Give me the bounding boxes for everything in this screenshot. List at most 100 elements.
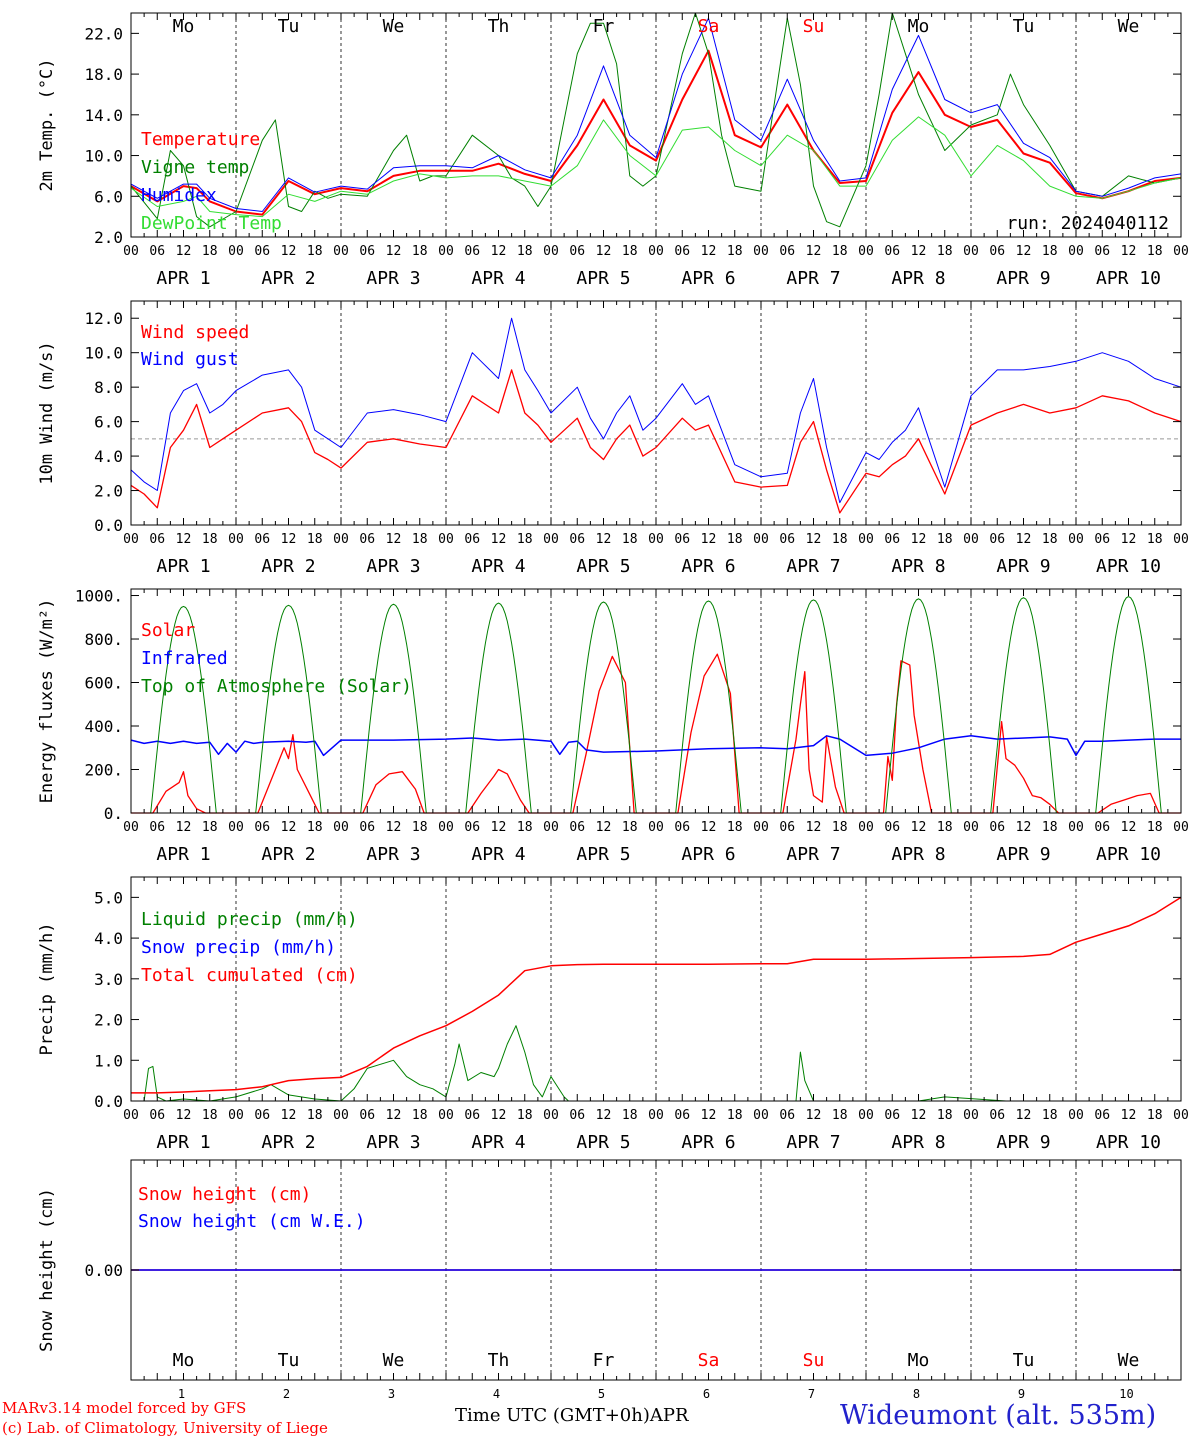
date-label: APR 2: [261, 268, 315, 289]
hour-tick-label: 00: [858, 532, 874, 547]
date-label: APR 4: [471, 556, 525, 577]
hour-tick-label: 12: [1121, 820, 1137, 835]
hour-tick-label: 00: [753, 1108, 769, 1123]
weekday-label: Th: [488, 1350, 510, 1371]
date-label: APR 5: [576, 1132, 630, 1153]
hour-tick-label: 12: [176, 820, 192, 835]
y-tick-label: 2.0: [94, 482, 123, 501]
y-tick-label: 22.0: [84, 24, 123, 43]
run-annotation: run: 2024040112: [1006, 213, 1169, 234]
y-tick-label: 0.00: [84, 1261, 123, 1280]
hour-tick-label: 12: [1016, 1108, 1032, 1123]
series-line: [131, 1025, 1181, 1102]
hour-tick-label: 18: [412, 532, 428, 547]
hour-tick-label: 12: [281, 532, 297, 547]
hour-tick-label: 12: [701, 1108, 717, 1123]
weekday-label: We: [383, 16, 405, 37]
legend-entry: DewPoint Temp: [141, 213, 282, 234]
hour-tick-label: 06: [359, 532, 375, 547]
hour-tick-label: 12: [911, 244, 927, 259]
hour-tick-label: 18: [202, 1108, 218, 1123]
hour-tick-label: 00: [333, 244, 349, 259]
hour-tick-label: 18: [202, 820, 218, 835]
date-label: APR 7: [786, 268, 840, 289]
hour-tick-label: 06: [989, 1108, 1005, 1123]
y-axis-label: Precip (mm/h): [37, 922, 57, 1055]
y-tick-label: 4.0: [94, 929, 123, 948]
date-label: APR 10: [1096, 268, 1161, 289]
series-line: [130, 116, 1182, 218]
hour-tick-label: 00: [753, 820, 769, 835]
hour-tick-label: 06: [464, 244, 480, 259]
day-number-label: 9: [1018, 1387, 1025, 1401]
hour-tick-label: 06: [779, 532, 795, 547]
hour-tick-label: 18: [622, 244, 638, 259]
date-label: APR 6: [681, 844, 735, 865]
hour-tick-label: 00: [543, 532, 559, 547]
hour-tick-label: 12: [596, 1108, 612, 1123]
legend-entry: Temperature: [141, 129, 260, 150]
hour-tick-label: 06: [674, 1108, 690, 1123]
hour-tick-label: 12: [1016, 820, 1032, 835]
hour-tick-label: 12: [806, 820, 822, 835]
weekday-label: Th: [488, 16, 510, 37]
hour-tick-label: 00: [333, 820, 349, 835]
hour-tick-label: 06: [149, 532, 165, 547]
hour-tick-label: 12: [596, 532, 612, 547]
hour-tick-label: 00: [123, 1108, 139, 1123]
y-tick-label: 6.0: [94, 413, 123, 432]
y-tick-label: 10.0: [84, 147, 123, 166]
y-tick-label: 4.0: [94, 447, 123, 466]
hour-tick-label: 06: [569, 1108, 585, 1123]
date-label: APR 8: [891, 1132, 945, 1153]
weekday-label: We: [1118, 16, 1140, 37]
series-line: [131, 653, 1181, 814]
hour-tick-label: 06: [149, 1108, 165, 1123]
date-label: APR 1: [156, 844, 210, 865]
y-tick-label: 800.: [84, 630, 123, 649]
hour-tick-label: 18: [1042, 820, 1058, 835]
hour-tick-label: 00: [123, 532, 139, 547]
date-label: APR 2: [261, 844, 315, 865]
hour-tick-label: 18: [412, 244, 428, 259]
hour-tick-label: 06: [149, 820, 165, 835]
legend-entry: Wind speed: [141, 322, 249, 343]
hour-tick-label: 18: [937, 532, 953, 547]
y-tick-label: 3.0: [94, 970, 123, 989]
hour-tick-label: 12: [596, 244, 612, 259]
hour-tick-label: 06: [569, 532, 585, 547]
hour-tick-label: 00: [648, 820, 664, 835]
hour-tick-label: 06: [989, 532, 1005, 547]
legend-entry: Wind gust: [141, 349, 239, 370]
y-axis-label: 10m Wind (m/s): [37, 341, 57, 484]
hour-tick-label: 00: [543, 1108, 559, 1123]
hour-tick-label: 06: [779, 820, 795, 835]
y-tick-label: 2.0: [94, 228, 123, 247]
hour-tick-label: 12: [281, 1108, 297, 1123]
legend-entry: Total cumulated (cm): [141, 965, 358, 986]
y-tick-label: 8.0: [94, 378, 123, 397]
legend-entry: Snow height (cm W.E.): [138, 1211, 366, 1232]
date-label: APR 7: [786, 844, 840, 865]
hour-tick-label: 00: [123, 244, 139, 259]
day-number-label: 7: [808, 1387, 815, 1401]
weekday-label: Sa: [698, 1350, 720, 1371]
hour-tick-label: 00: [963, 244, 979, 259]
hour-tick-label: 12: [386, 1108, 402, 1123]
hour-tick-label: 12: [491, 820, 507, 835]
date-label: APR 2: [261, 1132, 315, 1153]
hour-tick-label: 00: [963, 532, 979, 547]
series-line: [131, 896, 1182, 1094]
hour-tick-label: 00: [1068, 1108, 1084, 1123]
weekday-label: Sa: [698, 16, 720, 37]
date-label: APR 6: [681, 556, 735, 577]
hour-tick-label: 18: [832, 1108, 848, 1123]
hour-tick-label: 06: [674, 820, 690, 835]
hour-tick-label: 00: [1173, 820, 1189, 835]
hour-tick-label: 18: [727, 244, 743, 259]
hour-tick-label: 06: [359, 820, 375, 835]
hour-tick-label: 00: [1173, 532, 1189, 547]
hour-tick-label: 00: [753, 532, 769, 547]
weekday-label: We: [1118, 1350, 1140, 1371]
